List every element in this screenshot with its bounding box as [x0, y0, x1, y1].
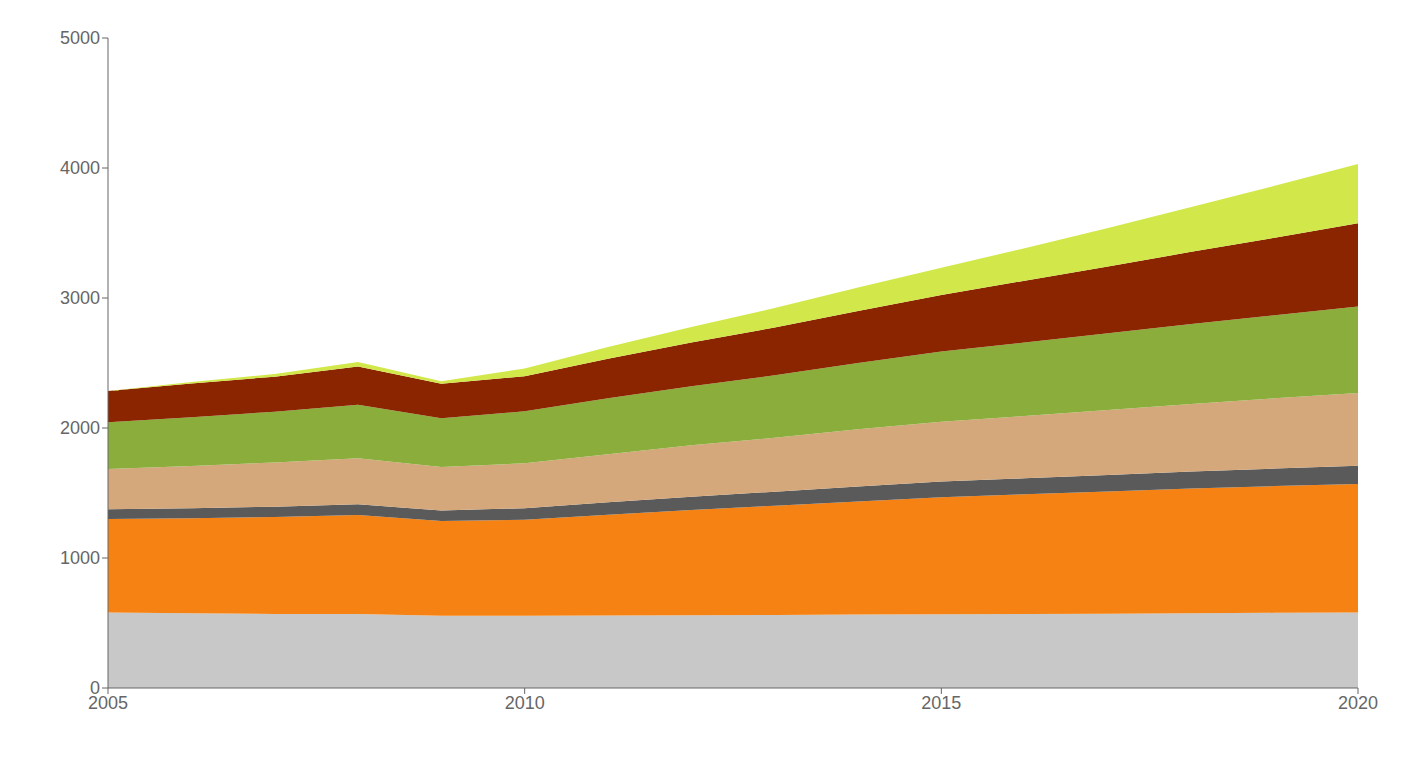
- svg-text:2015: 2015: [921, 693, 961, 713]
- svg-text:5000: 5000: [60, 28, 100, 48]
- svg-text:0: 0: [90, 678, 100, 698]
- svg-text:2005: 2005: [88, 692, 128, 713]
- svg-text:2000: 2000: [60, 418, 100, 438]
- svg-text:4000: 4000: [60, 158, 100, 178]
- svg-text:3000: 3000: [60, 288, 100, 308]
- svg-text:2020: 2020: [1338, 693, 1378, 713]
- svg-text:2010: 2010: [505, 693, 545, 713]
- svg-text:1000: 1000: [60, 548, 100, 568]
